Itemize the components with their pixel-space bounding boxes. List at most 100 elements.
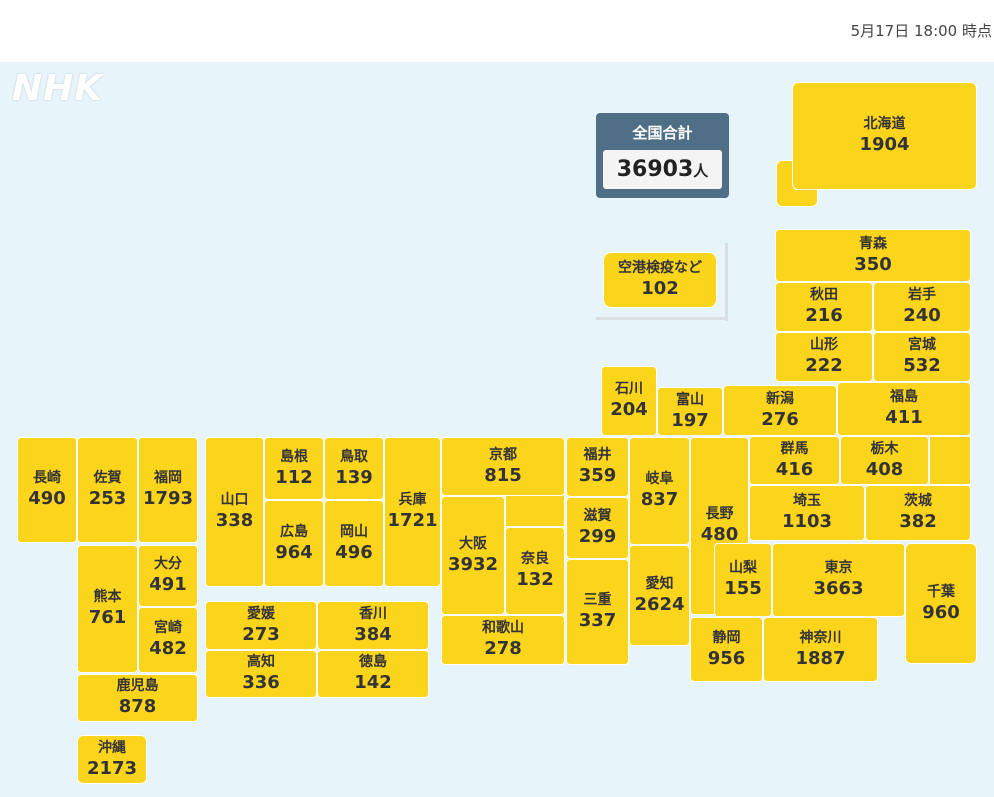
pref-count: 496 xyxy=(335,541,373,563)
pref-name: 熊本 xyxy=(93,589,122,605)
pref-shimane[interactable]: 島根 112 xyxy=(264,437,324,500)
pref-count: 964 xyxy=(275,541,313,563)
pref-name: 宮崎 xyxy=(154,620,182,636)
pref-name: 鹿児島 xyxy=(116,678,159,694)
pref-shizuoka[interactable]: 静岡 956 xyxy=(690,617,763,682)
pref-name: 静岡 xyxy=(712,629,741,646)
pref-nagasaki[interactable]: 長崎 490 xyxy=(17,437,77,543)
pref-name: 福井 xyxy=(583,447,612,463)
pref-gunma[interactable]: 群馬 416 xyxy=(749,436,840,485)
pref-count: 2173 xyxy=(86,757,138,779)
pref-name: 沖縄 xyxy=(98,739,126,756)
pref-iwate[interactable]: 岩手 240 xyxy=(873,282,971,332)
pref-count: 532 xyxy=(903,355,941,376)
pref-hokkaido[interactable]: 北海道 1904 xyxy=(792,82,977,190)
pref-fukui[interactable]: 福井 359 xyxy=(566,437,629,497)
pref-shiga[interactable]: 滋賀 299 xyxy=(566,497,629,559)
pref-name: 三重 xyxy=(583,592,612,608)
pref-osaka[interactable]: 大阪 3932 xyxy=(441,496,505,615)
pref-name: 大阪 xyxy=(459,535,487,552)
pref-tochigi[interactable]: 栃木 408 xyxy=(840,436,929,485)
pref-name: 大分 xyxy=(154,556,182,572)
pref-saitama[interactable]: 埼玉 1103 xyxy=(749,485,865,541)
pref-akita[interactable]: 秋田 216 xyxy=(775,282,873,332)
pref-name: 高知 xyxy=(247,654,275,670)
pref-count: 142 xyxy=(354,672,392,693)
pref-count: 276 xyxy=(761,408,799,430)
pref-ishikawa[interactable]: 石川 204 xyxy=(601,366,657,436)
pref-name: 徳島 xyxy=(359,654,387,670)
pref-toyama[interactable]: 富山 197 xyxy=(657,387,723,436)
pref-gifu[interactable]: 岐阜 837 xyxy=(629,437,690,545)
pref-count: 408 xyxy=(865,458,904,480)
pref-count: 761 xyxy=(88,607,127,628)
pref-name: 滋賀 xyxy=(583,508,612,524)
pref-mie[interactable]: 三重 337 xyxy=(566,559,629,665)
pref-tottori[interactable]: 鳥取 139 xyxy=(324,437,384,500)
pref-kumamoto[interactable]: 熊本 761 xyxy=(77,545,138,673)
pref-count: 204 xyxy=(610,399,648,420)
pref-aomori[interactable]: 青森 350 xyxy=(775,229,971,282)
pref-name: 鳥取 xyxy=(340,448,368,465)
pref-name: 長崎 xyxy=(33,470,61,486)
national-total-value-box: 36903人 xyxy=(603,150,722,189)
pref-ibaraki-top[interactable] xyxy=(929,436,971,485)
pref-tokushima[interactable]: 徳島 142 xyxy=(317,650,429,698)
pref-name: 山口 xyxy=(220,492,249,508)
pref-oita[interactable]: 大分 491 xyxy=(138,545,198,607)
pref-count: 956 xyxy=(707,647,746,669)
pref-name: 富山 xyxy=(676,391,704,408)
pref-miyazaki[interactable]: 宮崎 482 xyxy=(138,607,198,673)
pref-hyogo[interactable]: 兵庫 1721 xyxy=(384,437,441,587)
pref-kyoto-tail[interactable] xyxy=(505,493,565,527)
pref-count: 411 xyxy=(885,407,923,428)
pref-count: 337 xyxy=(578,610,617,631)
pref-chiba[interactable]: 千葉 960 xyxy=(905,543,977,664)
pref-count: 359 xyxy=(578,465,617,486)
pref-okayama[interactable]: 岡山 496 xyxy=(324,500,384,587)
pref-miyagi[interactable]: 宮城 532 xyxy=(873,332,971,382)
pref-name: 広島 xyxy=(280,523,308,540)
pref-name: 奈良 xyxy=(521,551,549,567)
pref-kochi[interactable]: 高知 336 xyxy=(205,650,317,698)
pref-kagawa[interactable]: 香川 384 xyxy=(317,601,429,650)
pref-name: 神奈川 xyxy=(799,629,842,646)
pref-hiroshima[interactable]: 広島 964 xyxy=(264,500,324,587)
national-total-unit: 人 xyxy=(693,162,709,180)
pref-count: 837 xyxy=(640,489,679,510)
pref-name: 東京 xyxy=(824,560,853,576)
pref-yamaguchi[interactable]: 山口 338 xyxy=(205,437,264,587)
pref-kyoto[interactable]: 京都 815 xyxy=(441,437,565,496)
pref-kagoshima[interactable]: 鹿児島 878 xyxy=(77,674,198,722)
pref-count: 197 xyxy=(671,409,709,431)
pref-count: 299 xyxy=(578,526,617,547)
pref-name: 空港検疫など xyxy=(618,260,702,276)
pref-aichi[interactable]: 愛知 2624 xyxy=(629,545,690,646)
pref-tokyo[interactable]: 東京 3663 xyxy=(772,543,905,617)
pref-okinawa[interactable]: 沖縄 2173 xyxy=(77,735,147,784)
pref-count: 490 xyxy=(28,488,66,509)
pref-name: 福岡 xyxy=(154,470,182,486)
pref-ibaraki[interactable]: 茨城 382 xyxy=(865,485,971,541)
pref-fukuoka[interactable]: 福岡 1793 xyxy=(138,437,198,543)
pref-name: 島根 xyxy=(280,448,308,465)
pref-nara[interactable]: 奈良 132 xyxy=(505,527,565,615)
pref-fukushima[interactable]: 福島 411 xyxy=(837,382,971,436)
pref-yamagata[interactable]: 山形 222 xyxy=(775,332,873,382)
pref-saga[interactable]: 佐賀 253 xyxy=(77,437,138,543)
pref-name: 愛媛 xyxy=(247,605,275,622)
pref-count: 480 xyxy=(700,524,739,545)
pref-kanagawa[interactable]: 神奈川 1887 xyxy=(763,617,878,682)
pref-count: 338 xyxy=(215,510,254,531)
pref-niigata[interactable]: 新潟 276 xyxy=(723,385,837,436)
pref-yamanashi[interactable]: 山梨 155 xyxy=(714,543,772,617)
pref-name: 宮城 xyxy=(908,337,936,353)
pref-airport-quarantine[interactable]: 空港検疫など 102 xyxy=(603,252,717,308)
pref-count: 273 xyxy=(242,623,280,645)
pref-count: 1904 xyxy=(859,134,910,155)
pref-ehime[interactable]: 愛媛 273 xyxy=(205,601,317,650)
pref-name: 青森 xyxy=(859,235,887,252)
pref-wakayama[interactable]: 和歌山 278 xyxy=(441,615,565,665)
pref-count: 139 xyxy=(335,466,373,488)
pref-name: 群馬 xyxy=(780,440,809,457)
